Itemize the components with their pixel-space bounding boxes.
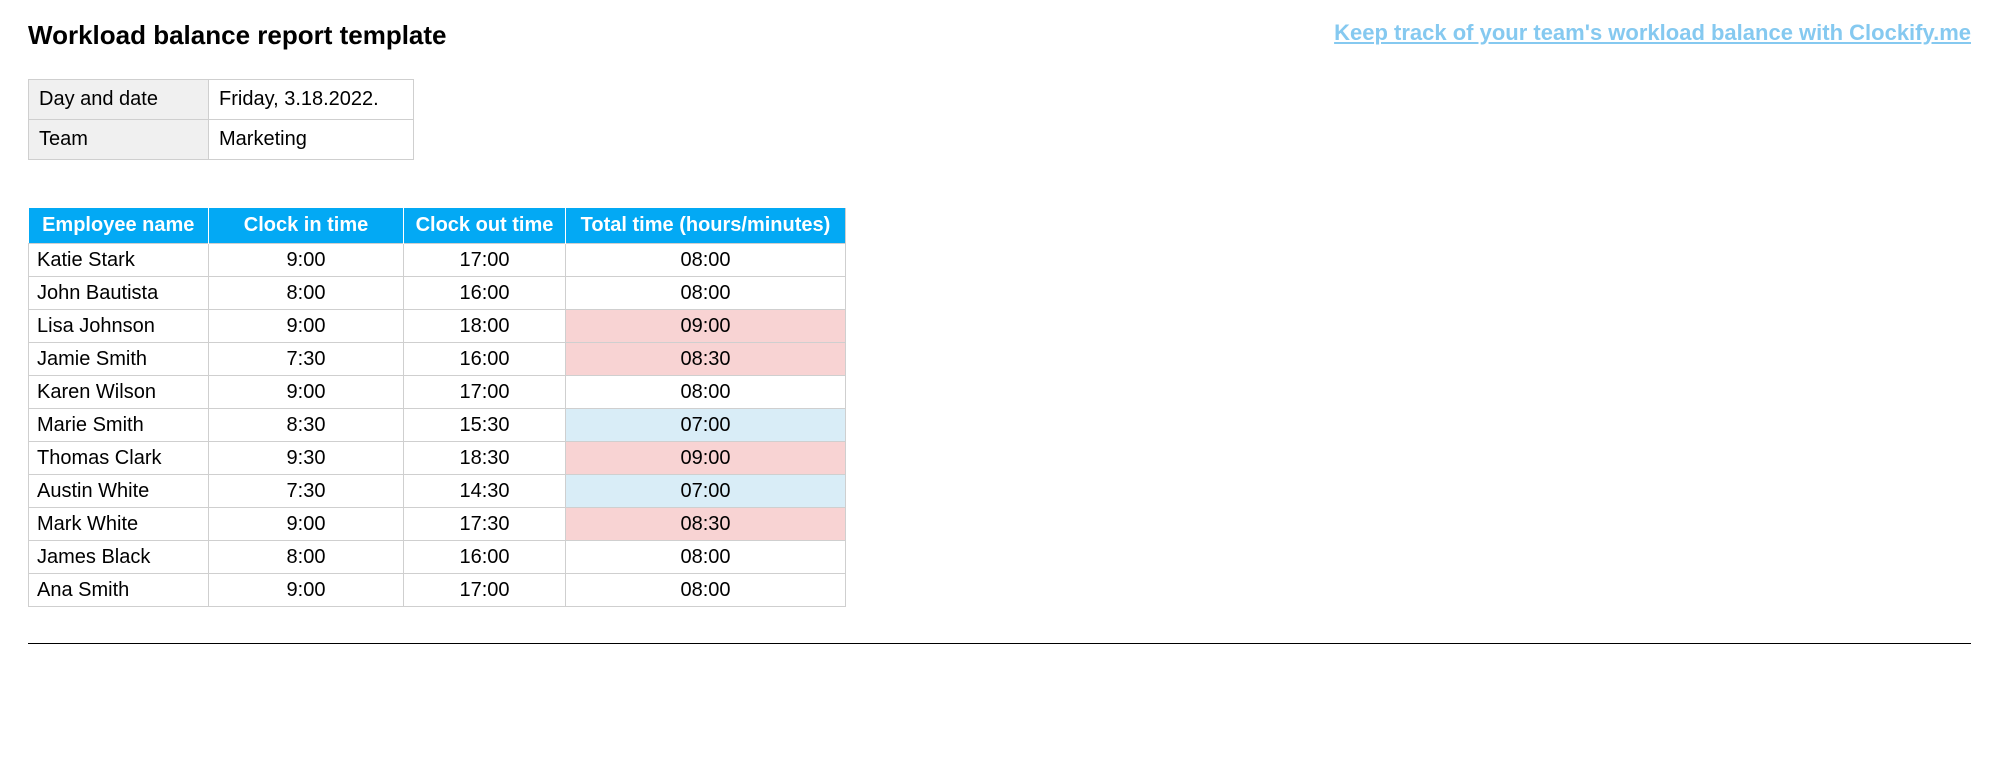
meta-table: Day and date Friday, 3.18.2022. Team Mar…	[28, 79, 414, 160]
cell-employee-name: Ana Smith	[29, 574, 209, 607]
col-header-clock-out: Clock out time	[404, 208, 566, 244]
table-row: Marie Smith8:3015:3007:00	[29, 409, 846, 442]
cell-total-time: 09:00	[566, 442, 846, 475]
cell-clock-in: 8:00	[209, 277, 404, 310]
cell-clock-out: 17:00	[404, 244, 566, 277]
cell-clock-in: 8:30	[209, 409, 404, 442]
table-row: Ana Smith9:0017:0008:00	[29, 574, 846, 607]
cell-clock-in: 9:30	[209, 442, 404, 475]
cell-total-time: 08:00	[566, 541, 846, 574]
col-header-clock-in: Clock in time	[209, 208, 404, 244]
cell-total-time: 07:00	[566, 409, 846, 442]
cell-total-time: 07:00	[566, 475, 846, 508]
meta-value-team: Marketing	[209, 120, 414, 160]
workload-report-page: Workload balance report template Keep tr…	[28, 20, 1971, 644]
cell-clock-out: 17:00	[404, 574, 566, 607]
cell-clock-in: 9:00	[209, 310, 404, 343]
cell-clock-out: 17:00	[404, 376, 566, 409]
cell-total-time: 08:00	[566, 244, 846, 277]
cell-total-time: 08:00	[566, 376, 846, 409]
cell-employee-name: Jamie Smith	[29, 343, 209, 376]
cell-total-time: 08:30	[566, 508, 846, 541]
cell-clock-out: 14:30	[404, 475, 566, 508]
cell-employee-name: Austin White	[29, 475, 209, 508]
table-row: Jamie Smith7:3016:0008:30	[29, 343, 846, 376]
cell-clock-in: 8:00	[209, 541, 404, 574]
cell-clock-in: 9:00	[209, 244, 404, 277]
cell-employee-name: Marie Smith	[29, 409, 209, 442]
table-row: James Black8:0016:0008:00	[29, 541, 846, 574]
cell-clock-in: 7:30	[209, 475, 404, 508]
cell-clock-in: 9:00	[209, 508, 404, 541]
table-row: Katie Stark9:0017:0008:00	[29, 244, 846, 277]
cell-clock-out: 18:30	[404, 442, 566, 475]
table-row: Lisa Johnson9:0018:0009:00	[29, 310, 846, 343]
cell-total-time: 09:00	[566, 310, 846, 343]
table-header-row: Employee name Clock in time Clock out ti…	[29, 208, 846, 244]
meta-value-date: Friday, 3.18.2022.	[209, 80, 414, 120]
cell-clock-out: 16:00	[404, 541, 566, 574]
table-row: Mark White9:0017:3008:30	[29, 508, 846, 541]
cell-clock-out: 18:00	[404, 310, 566, 343]
workload-table: Employee name Clock in time Clock out ti…	[28, 208, 846, 607]
cell-clock-in: 9:00	[209, 574, 404, 607]
col-header-name: Employee name	[29, 208, 209, 244]
table-row: Austin White7:3014:3007:00	[29, 475, 846, 508]
cell-employee-name: Katie Stark	[29, 244, 209, 277]
cell-clock-in: 7:30	[209, 343, 404, 376]
meta-row-date: Day and date Friday, 3.18.2022.	[29, 80, 414, 120]
table-row: John Bautista8:0016:0008:00	[29, 277, 846, 310]
cell-total-time: 08:00	[566, 277, 846, 310]
col-header-total: Total time (hours/minutes)	[566, 208, 846, 244]
cell-employee-name: Mark White	[29, 508, 209, 541]
cell-employee-name: John Bautista	[29, 277, 209, 310]
cell-clock-out: 17:30	[404, 508, 566, 541]
cell-employee-name: James Black	[29, 541, 209, 574]
cell-total-time: 08:30	[566, 343, 846, 376]
meta-label-team: Team	[29, 120, 209, 160]
cell-clock-out: 16:00	[404, 343, 566, 376]
cell-clock-out: 16:00	[404, 277, 566, 310]
cell-employee-name: Lisa Johnson	[29, 310, 209, 343]
cell-employee-name: Karen Wilson	[29, 376, 209, 409]
cell-clock-in: 9:00	[209, 376, 404, 409]
promo-link[interactable]: Keep track of your team's workload balan…	[1334, 20, 1971, 46]
table-row: Karen Wilson9:0017:0008:00	[29, 376, 846, 409]
meta-label-date: Day and date	[29, 80, 209, 120]
header-row: Workload balance report template Keep tr…	[28, 20, 1971, 51]
meta-row-team: Team Marketing	[29, 120, 414, 160]
page-title: Workload balance report template	[28, 20, 447, 51]
table-row: Thomas Clark9:3018:3009:00	[29, 442, 846, 475]
cell-employee-name: Thomas Clark	[29, 442, 209, 475]
cell-clock-out: 15:30	[404, 409, 566, 442]
cell-total-time: 08:00	[566, 574, 846, 607]
